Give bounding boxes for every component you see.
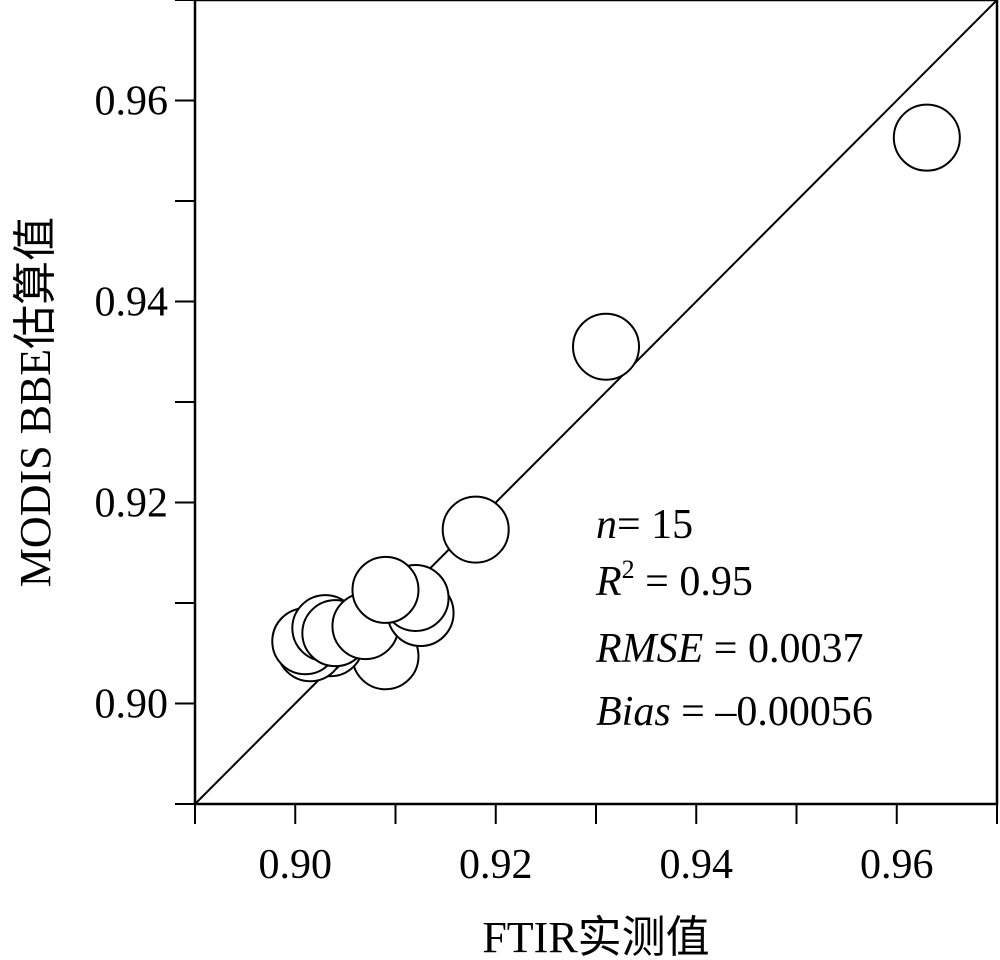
x-tick-label: 0.96 xyxy=(860,842,934,888)
y-axis-title: MODIS BBE估算值 xyxy=(11,217,60,587)
stat-bias: Bias = –0.00056 xyxy=(596,689,873,735)
stat-rmse: RMSE = 0.0037 xyxy=(595,626,863,672)
one-to-one-line xyxy=(194,0,998,805)
y-tick-label: 0.94 xyxy=(95,280,169,326)
stat-r2-sup: 2 xyxy=(622,555,635,584)
y-tick-label: 0.92 xyxy=(95,481,169,527)
stat-r2-value: = 0.95 xyxy=(635,559,753,605)
stat-rmse-value: = 0.0037 xyxy=(703,626,863,672)
axis-ticks xyxy=(175,0,998,824)
stat-bias-value: = –0.00056 xyxy=(671,689,873,735)
data-point xyxy=(441,495,510,564)
y-tick-label: 0.96 xyxy=(95,79,169,125)
stat-r2-label: R xyxy=(595,559,622,605)
stat-r2: R2 = 0.95 xyxy=(595,555,753,605)
statistics-box: n= 15 R2 = 0.95 RMSE = 0.0037 Bias = –0.… xyxy=(595,502,873,735)
data-points xyxy=(271,103,961,691)
stat-n-value: = 15 xyxy=(617,502,693,548)
x-tick-label: 0.92 xyxy=(459,842,533,888)
stat-rmse-label: RMSE xyxy=(595,626,703,672)
axis-tick-labels: 0.90 0.92 0.94 0.96 0.90 0.92 0.94 0.96 xyxy=(95,79,934,889)
x-tick-label: 0.94 xyxy=(660,842,734,888)
stat-n: n= 15 xyxy=(596,502,693,548)
data-point xyxy=(572,312,641,381)
y-tick-label: 0.90 xyxy=(95,682,169,728)
data-point xyxy=(351,555,420,624)
x-axis-title: FTIR实测值 xyxy=(482,913,709,960)
stat-bias-label: Bias xyxy=(596,689,671,735)
data-point xyxy=(892,103,961,172)
stat-n-label: n xyxy=(596,502,617,548)
x-tick-label: 0.90 xyxy=(259,842,333,888)
